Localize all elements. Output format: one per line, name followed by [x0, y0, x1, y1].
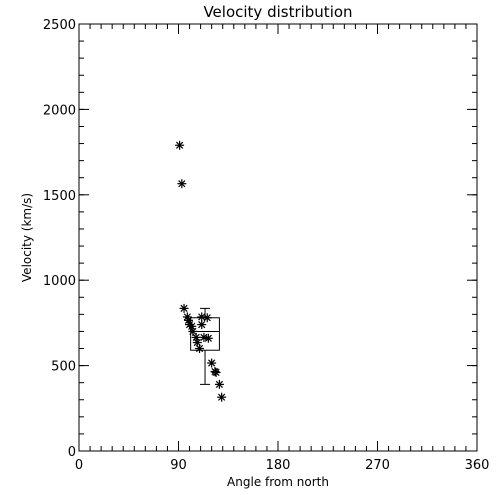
asterisk-stroke: [193, 338, 201, 347]
asterisk-stroke: [198, 321, 206, 329]
data-point: [202, 313, 212, 323]
data-point: [175, 140, 185, 150]
asterisk-stroke: [195, 344, 204, 353]
data-point: [197, 320, 207, 330]
data-point: [195, 344, 205, 354]
data-point: [214, 379, 224, 389]
asterisk-stroke: [208, 359, 216, 367]
asterisk-stroke: [183, 313, 191, 321]
asterisk-stroke: [180, 304, 188, 312]
y-tick-label: 500: [51, 360, 76, 375]
asterisk-stroke: [189, 327, 197, 336]
data-point: [197, 312, 207, 322]
chart-title: Velocity distribution: [203, 3, 352, 21]
x-tick-label: 180: [266, 458, 291, 473]
tick-labels: 0 90 180 270 360 0 500 1000 1500 2000 2500: [43, 18, 490, 473]
data-points: [175, 140, 227, 402]
x-tick-label: 0: [75, 458, 83, 473]
x-tick-label: 90: [170, 458, 187, 473]
y-tick-label: 2500: [43, 18, 76, 33]
y-tick-label: 1000: [43, 274, 76, 289]
asterisk-stroke: [203, 314, 211, 322]
asterisk-stroke: [204, 334, 212, 342]
x-tick-label: 360: [465, 458, 490, 473]
data-point: [207, 358, 217, 368]
x-tick-label: 270: [365, 458, 390, 473]
y-tick-label: 0: [68, 445, 76, 460]
data-point: [217, 392, 227, 402]
y-axis-title: Velocity (km/s): [20, 193, 34, 282]
plot-frame: [78, 23, 478, 452]
asterisk-stroke: [198, 313, 206, 321]
data-point: [179, 303, 189, 313]
asterisk-stroke: [178, 180, 186, 188]
asterisk-stroke: [218, 393, 226, 401]
data-point: [177, 179, 187, 189]
asterisk-stroke: [184, 316, 193, 324]
asterisk-stroke: [175, 141, 184, 149]
asterisk-stroke: [212, 368, 220, 377]
x-axis-title: Angle from north: [227, 475, 329, 489]
tick-marks: [78, 23, 478, 452]
data-point: [211, 367, 221, 377]
data-point: [203, 333, 213, 343]
asterisk-stroke: [215, 380, 224, 388]
y-tick-label: 2000: [43, 103, 76, 118]
y-tick-label: 1500: [43, 189, 76, 204]
